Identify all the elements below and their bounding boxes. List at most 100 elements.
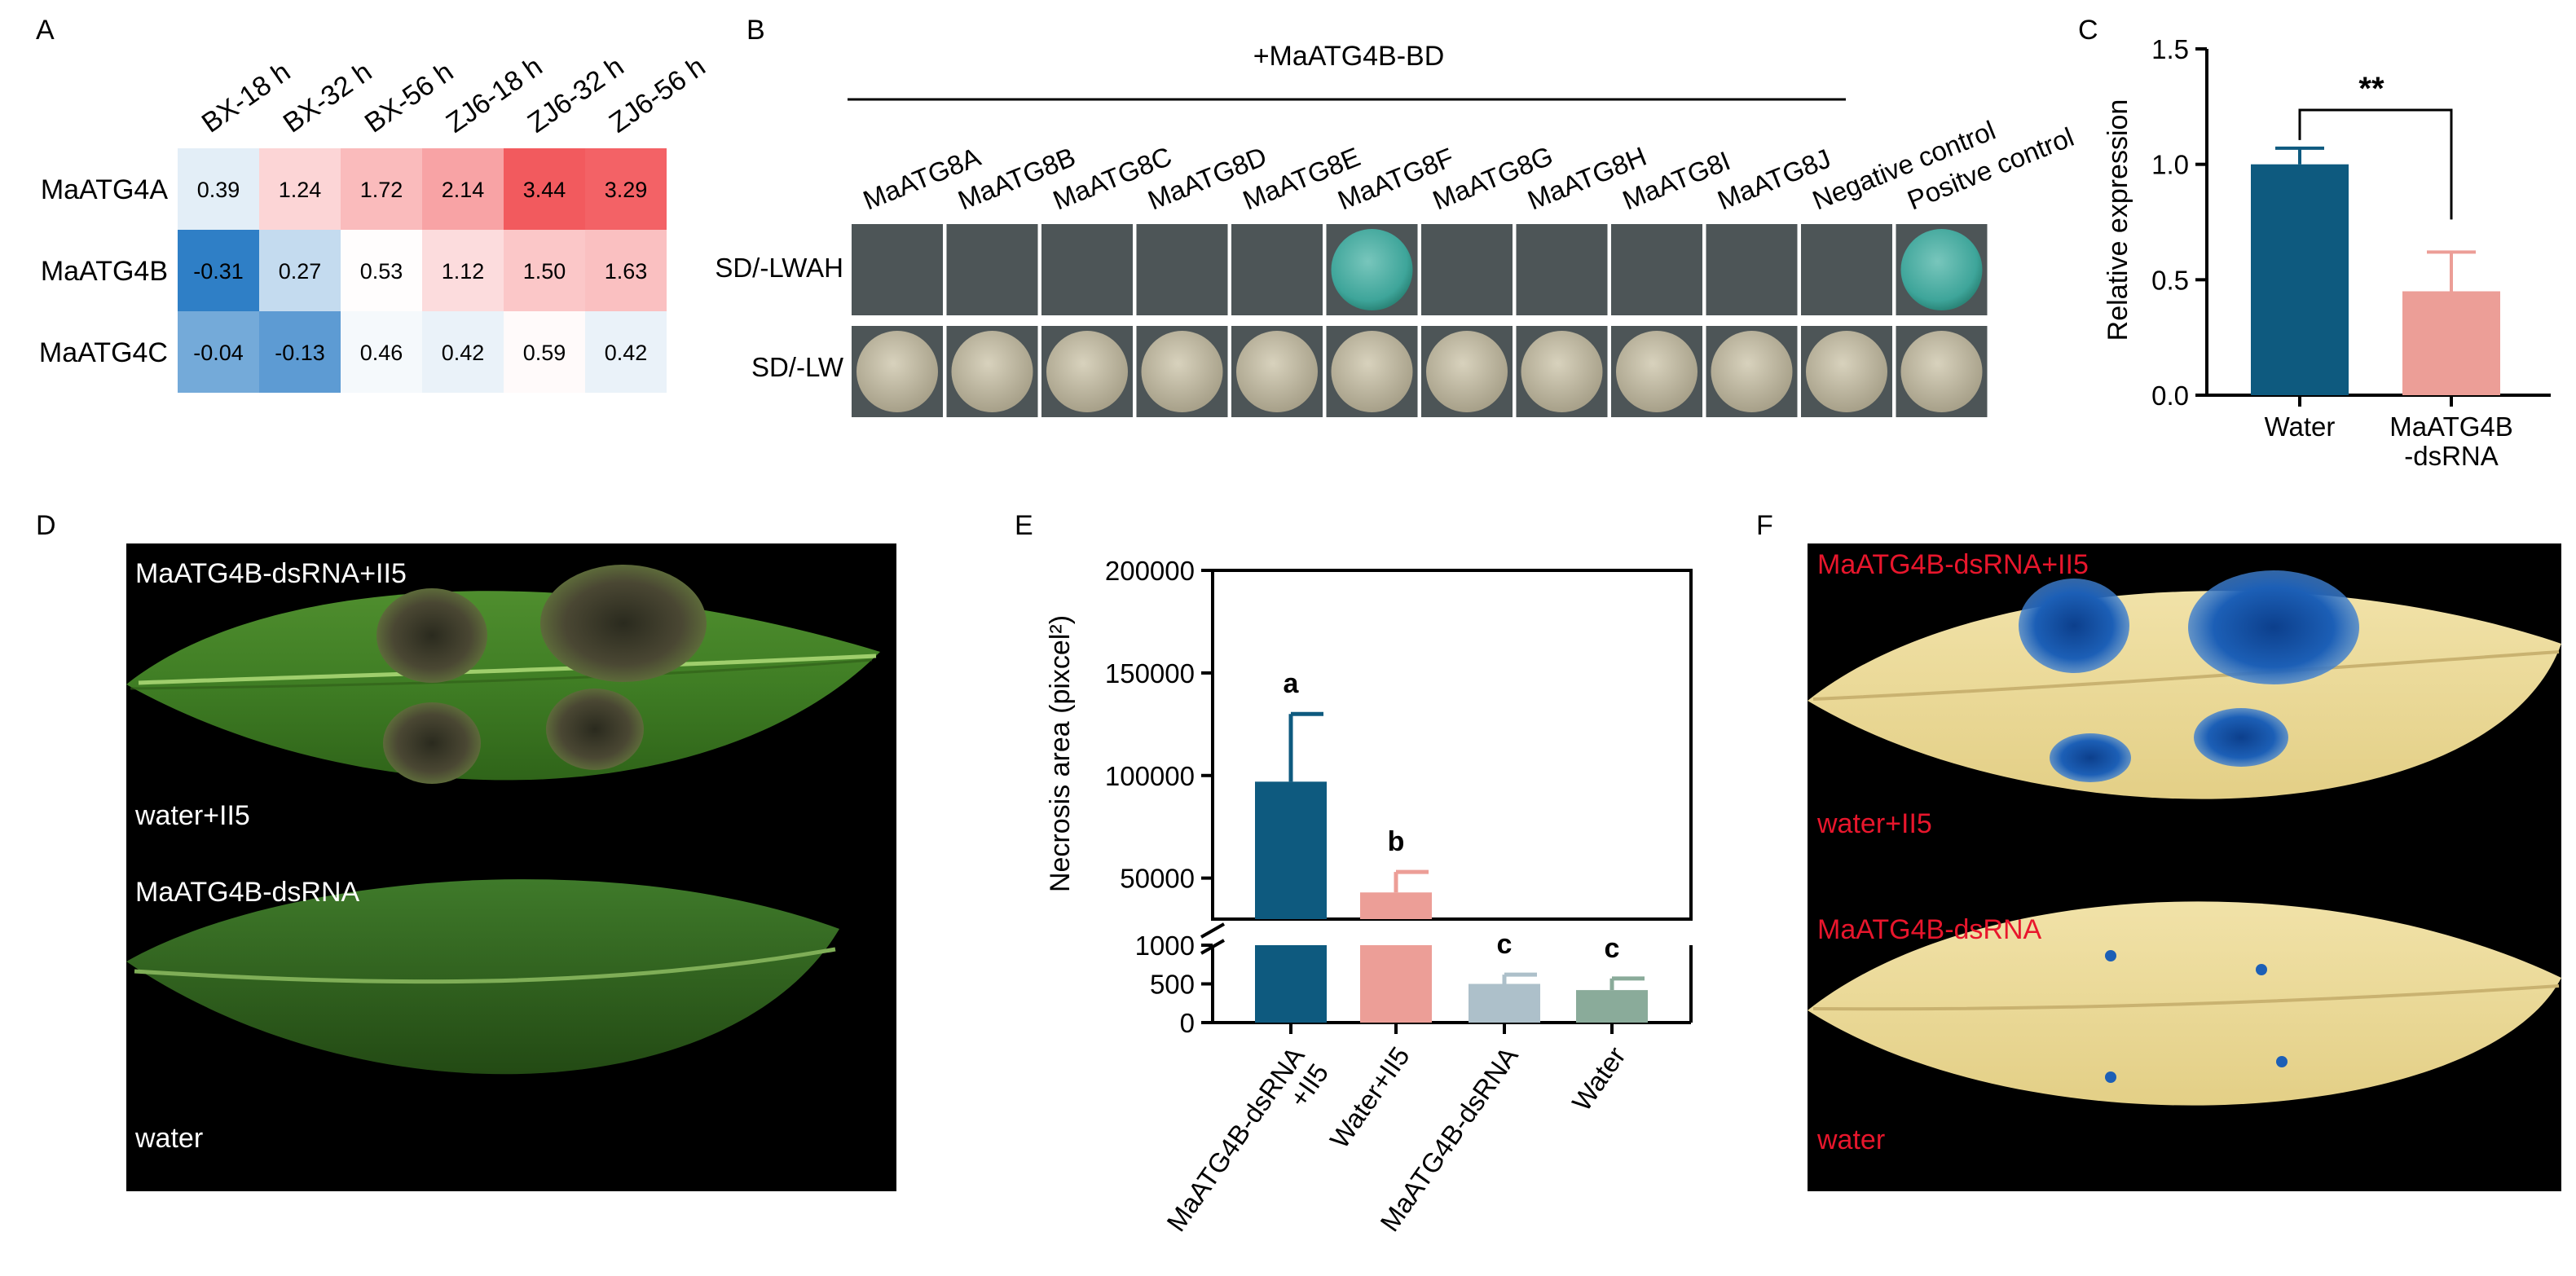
- panel-label-a: A: [36, 15, 55, 46]
- e-ytick-label: 100000: [1105, 761, 1195, 791]
- row-label-sd-lwah: SD/-LWAH: [715, 253, 843, 283]
- lesion: [546, 689, 644, 770]
- heatmap-cell-value: 1.50: [523, 259, 566, 284]
- heatmap-cell-value: 2.14: [442, 178, 485, 202]
- yeast-colony: [856, 331, 938, 412]
- heatmap-cell: [585, 148, 667, 230]
- heatmap-cell: [422, 311, 504, 393]
- yeast-colony: [1521, 331, 1603, 412]
- yeast-colony: [1900, 229, 1983, 310]
- heatmap-cell-value: 0.53: [360, 259, 403, 284]
- yeast-colony: [1426, 331, 1508, 412]
- heatmap-cell: [585, 230, 667, 311]
- e-bar-upper: [1255, 781, 1327, 919]
- heatmap-cell: [341, 230, 422, 311]
- e-bar: [1576, 990, 1648, 1023]
- e-ytick-label: 50000: [1120, 864, 1195, 894]
- e-xtick-label: Water+II5: [1324, 1041, 1416, 1154]
- heatmap-cell: [178, 230, 259, 311]
- yeast-colony: [1331, 331, 1413, 412]
- heatmap-cell-value: 1.63: [605, 259, 648, 284]
- c-significance-bracket: [2298, 108, 2453, 220]
- f-label-water-ii5: water+II5: [1816, 808, 1932, 839]
- heatmap-col-label: BX-32 h: [278, 56, 377, 139]
- heatmap-cell: [504, 230, 585, 311]
- e-ytick-label: 1000: [1135, 931, 1195, 961]
- heatmap-cell-value: 0.59: [523, 341, 566, 365]
- plate-cell: [1041, 224, 1133, 315]
- panel-label-b: B: [746, 15, 765, 46]
- lesion: [376, 588, 487, 683]
- e-bar-lower: [1255, 945, 1327, 1023]
- yeast-colony: [1331, 229, 1413, 310]
- plate-cell: [1801, 224, 1892, 315]
- e-plot-frame: [1211, 569, 1693, 921]
- c-xtick-label: MaATG4B: [2389, 411, 2513, 442]
- d-label-dsrna: MaATG4B-dsRNA: [135, 877, 360, 908]
- heatmap-cell: [178, 148, 259, 230]
- d-label-dsrna-ii5: MaATG4B-dsRNA+II5: [135, 558, 407, 589]
- c-xtick-label: -dsRNA: [2404, 441, 2499, 471]
- heatmap-cell-value: -0.31: [193, 259, 244, 284]
- yeast-colony: [1900, 331, 1983, 412]
- e-bar-lower: [1360, 945, 1432, 1023]
- plate-cell: [1706, 224, 1798, 315]
- plate-cell: [1516, 224, 1608, 315]
- relative-expression-chart: Relative expression ** 0.0 0.5 1.0 1.5 Water…: [2103, 34, 2551, 471]
- yeast-colony: [1236, 331, 1318, 412]
- heatmap-cell: [259, 230, 341, 311]
- heatmap-cell-value: 0.39: [197, 178, 240, 202]
- y2h-title: +MaATG4B-BD: [1253, 41, 1445, 72]
- yeast-colony: [1046, 331, 1128, 412]
- e-ytick-label: 150000: [1105, 658, 1195, 689]
- heatmap-cell: [422, 230, 504, 311]
- e-significance-letter: c: [1497, 929, 1513, 960]
- plate-cell: [946, 224, 1038, 315]
- heatmap-cell-value: 1.24: [279, 178, 322, 202]
- yeast-colony: [1141, 331, 1223, 412]
- c-significance: **: [2358, 71, 2384, 107]
- f-label-dsrna: MaATG4B-dsRNA: [1817, 914, 2042, 945]
- e-xtick-label: Water: [1566, 1041, 1631, 1116]
- necrosis-area-chart: Necrosis area (pixcel²) 50000 100000 15000…: [1045, 556, 1693, 1237]
- c-ytick-label: 1.5: [2151, 34, 2189, 64]
- panel-label-c: C: [2078, 15, 2098, 46]
- heatmap-cell: [259, 311, 341, 393]
- e-significance-letter: b: [1388, 826, 1405, 857]
- heatmap-cell: [504, 148, 585, 230]
- e-bar: [1469, 983, 1540, 1023]
- stain-spot: [2050, 733, 2131, 782]
- stain-spot: [2019, 579, 2129, 673]
- y2h-panel: +MaATG4B-BD MaATG8AMaATG8BMaATG8CMaATG8D…: [715, 41, 2078, 417]
- c-ytick-label: 0.0: [2151, 381, 2189, 411]
- e-bar-upper: [1360, 892, 1432, 919]
- plate-cell: [1231, 224, 1323, 315]
- plate-cell: [1136, 224, 1228, 315]
- plate-cell: [1611, 224, 1702, 315]
- stain-spot: [2194, 708, 2288, 767]
- yeast-colony: [1711, 331, 1793, 412]
- heatmap-cell-value: 3.44: [523, 178, 566, 202]
- panel-label-e: E: [1015, 510, 1033, 541]
- f-label-water: water: [1816, 1124, 1885, 1155]
- yeast-colony: [951, 331, 1033, 412]
- panel-label-d: D: [36, 510, 56, 541]
- heatmap-cell: [259, 148, 341, 230]
- heatmap-cell: [178, 311, 259, 393]
- c-ylabel: Relative expression: [2103, 99, 2133, 341]
- heatmap-cell-value: -0.04: [193, 341, 244, 365]
- e-ytick-label: 500: [1150, 970, 1195, 1000]
- yeast-colony: [1616, 331, 1698, 412]
- c-bar: [2402, 291, 2500, 395]
- heatmap-cell: [504, 311, 585, 393]
- heatmap-cell-value: 3.29: [605, 178, 648, 202]
- d-label-water-ii5: water+II5: [134, 800, 250, 831]
- c-ytick-label: 1.0: [2151, 150, 2189, 180]
- heatmap-col-label: BX-18 h: [196, 56, 296, 139]
- f-label-dsrna-ii5: MaATG4B-dsRNA+II5: [1817, 549, 2089, 580]
- plate-cell: [852, 224, 943, 315]
- e-significance-letter: c: [1605, 933, 1620, 964]
- heatmap-cell: [585, 311, 667, 393]
- lesion: [540, 565, 707, 682]
